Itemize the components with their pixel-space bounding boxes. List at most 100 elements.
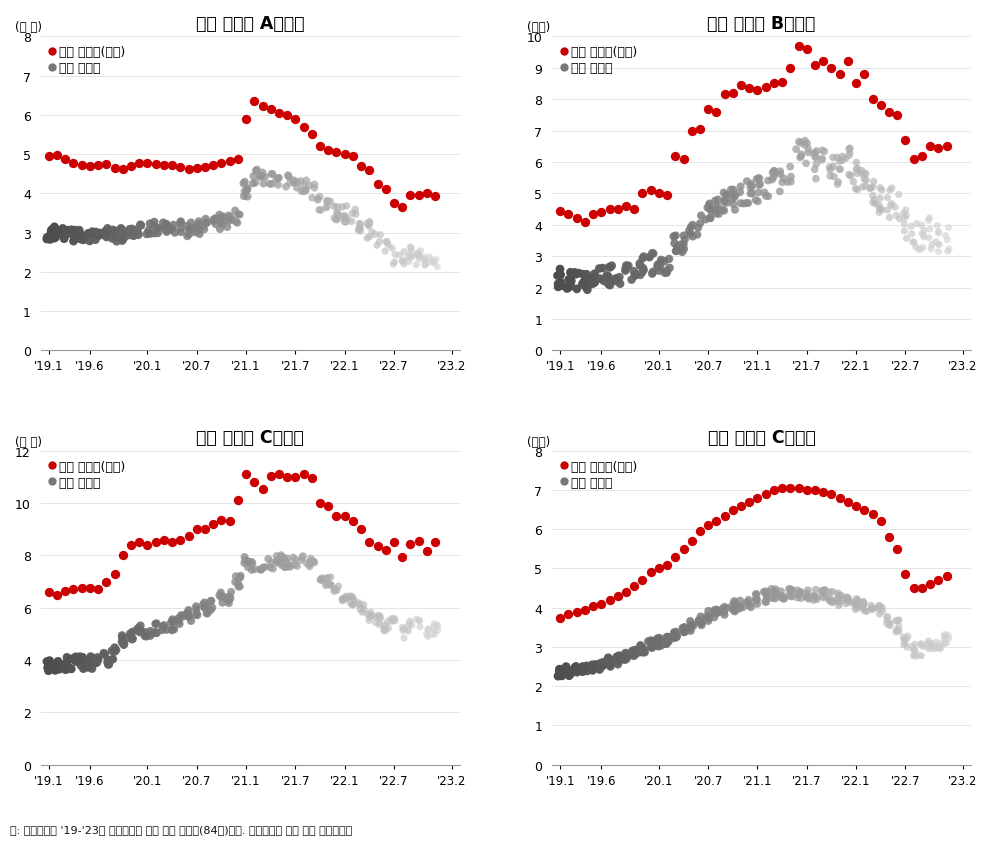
Point: [634, 252, 650, 266]
Point: [395, 255, 411, 268]
Point: [92, 229, 108, 242]
Point: [221, 215, 237, 229]
Point: [213, 586, 229, 599]
Point: [179, 220, 195, 234]
Point: [651, 562, 667, 576]
Point: [294, 551, 310, 565]
Point: [658, 637, 674, 651]
Point: [182, 223, 198, 236]
Point: [276, 551, 292, 565]
Point: [584, 658, 600, 672]
Point: [809, 591, 825, 604]
Point: [931, 641, 947, 655]
Point: [306, 556, 322, 570]
Point: [736, 197, 751, 211]
Point: [911, 649, 927, 663]
Point: [708, 208, 724, 221]
Point: [601, 261, 617, 274]
Point: [595, 275, 611, 289]
Point: [815, 591, 831, 604]
Point: [624, 649, 640, 663]
Point: [418, 628, 434, 641]
Point: [241, 560, 256, 574]
Point: [600, 652, 616, 665]
Text: (억원): (억원): [527, 21, 550, 34]
Point: [848, 603, 864, 616]
Point: [81, 227, 96, 241]
Point: [72, 232, 87, 246]
Point: [750, 187, 766, 200]
Point: [832, 164, 848, 177]
Point: [774, 482, 790, 495]
Point: [585, 271, 601, 284]
Point: [628, 647, 644, 661]
Point: [255, 561, 271, 575]
Point: [164, 536, 180, 549]
Point: [84, 662, 100, 675]
Legend: 매매 실거래(평균), 전세 실거래: 매매 실거래(평균), 전세 실거래: [559, 44, 639, 78]
Point: [298, 556, 314, 570]
Point: [552, 263, 568, 277]
Point: [745, 187, 760, 201]
Point: [353, 225, 369, 238]
Point: [668, 625, 684, 639]
Point: [884, 197, 900, 211]
Point: [552, 663, 568, 676]
Point: [248, 165, 263, 178]
Point: [676, 238, 692, 252]
Point: [610, 655, 626, 668]
Point: [848, 156, 864, 170]
Point: [757, 81, 773, 95]
Point: [591, 663, 607, 676]
Point: [364, 226, 380, 240]
Point: [397, 246, 413, 259]
Point: [666, 631, 682, 645]
Point: [181, 603, 197, 617]
Point: [806, 148, 822, 161]
Point: [115, 549, 131, 562]
Point: [691, 614, 707, 627]
Point: [931, 238, 947, 252]
Point: [417, 259, 433, 273]
Point: [676, 543, 692, 556]
Point: [891, 620, 907, 634]
Point: [361, 215, 377, 229]
Point: [840, 56, 856, 69]
Text: 주: 해당지역별 '19-'23년 거래빈도가 가장 많은 아파트(84㎡)대상. 매매거래는 월별 평균 실거래가격: 주: 해당지역별 '19-'23년 거래빈도가 가장 많은 아파트(84㎡)대상…: [10, 824, 352, 834]
Point: [561, 208, 577, 221]
Point: [906, 153, 921, 166]
Point: [717, 600, 733, 614]
Point: [199, 607, 215, 620]
Point: [131, 625, 147, 638]
Point: [48, 657, 64, 671]
Point: [222, 155, 238, 169]
Point: [270, 172, 286, 186]
Point: [856, 595, 872, 609]
Point: [39, 231, 55, 245]
Point: [188, 226, 204, 240]
Point: [197, 596, 213, 609]
Point: [130, 622, 146, 636]
Point: [165, 613, 181, 626]
Point: [849, 184, 865, 197]
Point: [47, 658, 63, 672]
Point: [150, 223, 166, 236]
Point: [164, 223, 180, 236]
Point: [212, 223, 228, 236]
Point: [782, 160, 798, 174]
Point: [627, 268, 643, 282]
Point: [361, 219, 377, 233]
Point: [826, 160, 842, 174]
Legend: 매매 실거래(평균), 전세 실거래: 매매 실거래(평균), 전세 실거래: [47, 457, 128, 491]
Point: [790, 482, 806, 495]
Point: [889, 623, 905, 636]
Point: [749, 491, 765, 505]
Point: [793, 592, 809, 605]
Point: [559, 283, 575, 296]
Point: [708, 203, 724, 216]
Point: [337, 212, 353, 225]
Point: [693, 610, 709, 624]
Point: [727, 192, 743, 205]
Point: [64, 663, 80, 676]
Point: [402, 614, 417, 628]
